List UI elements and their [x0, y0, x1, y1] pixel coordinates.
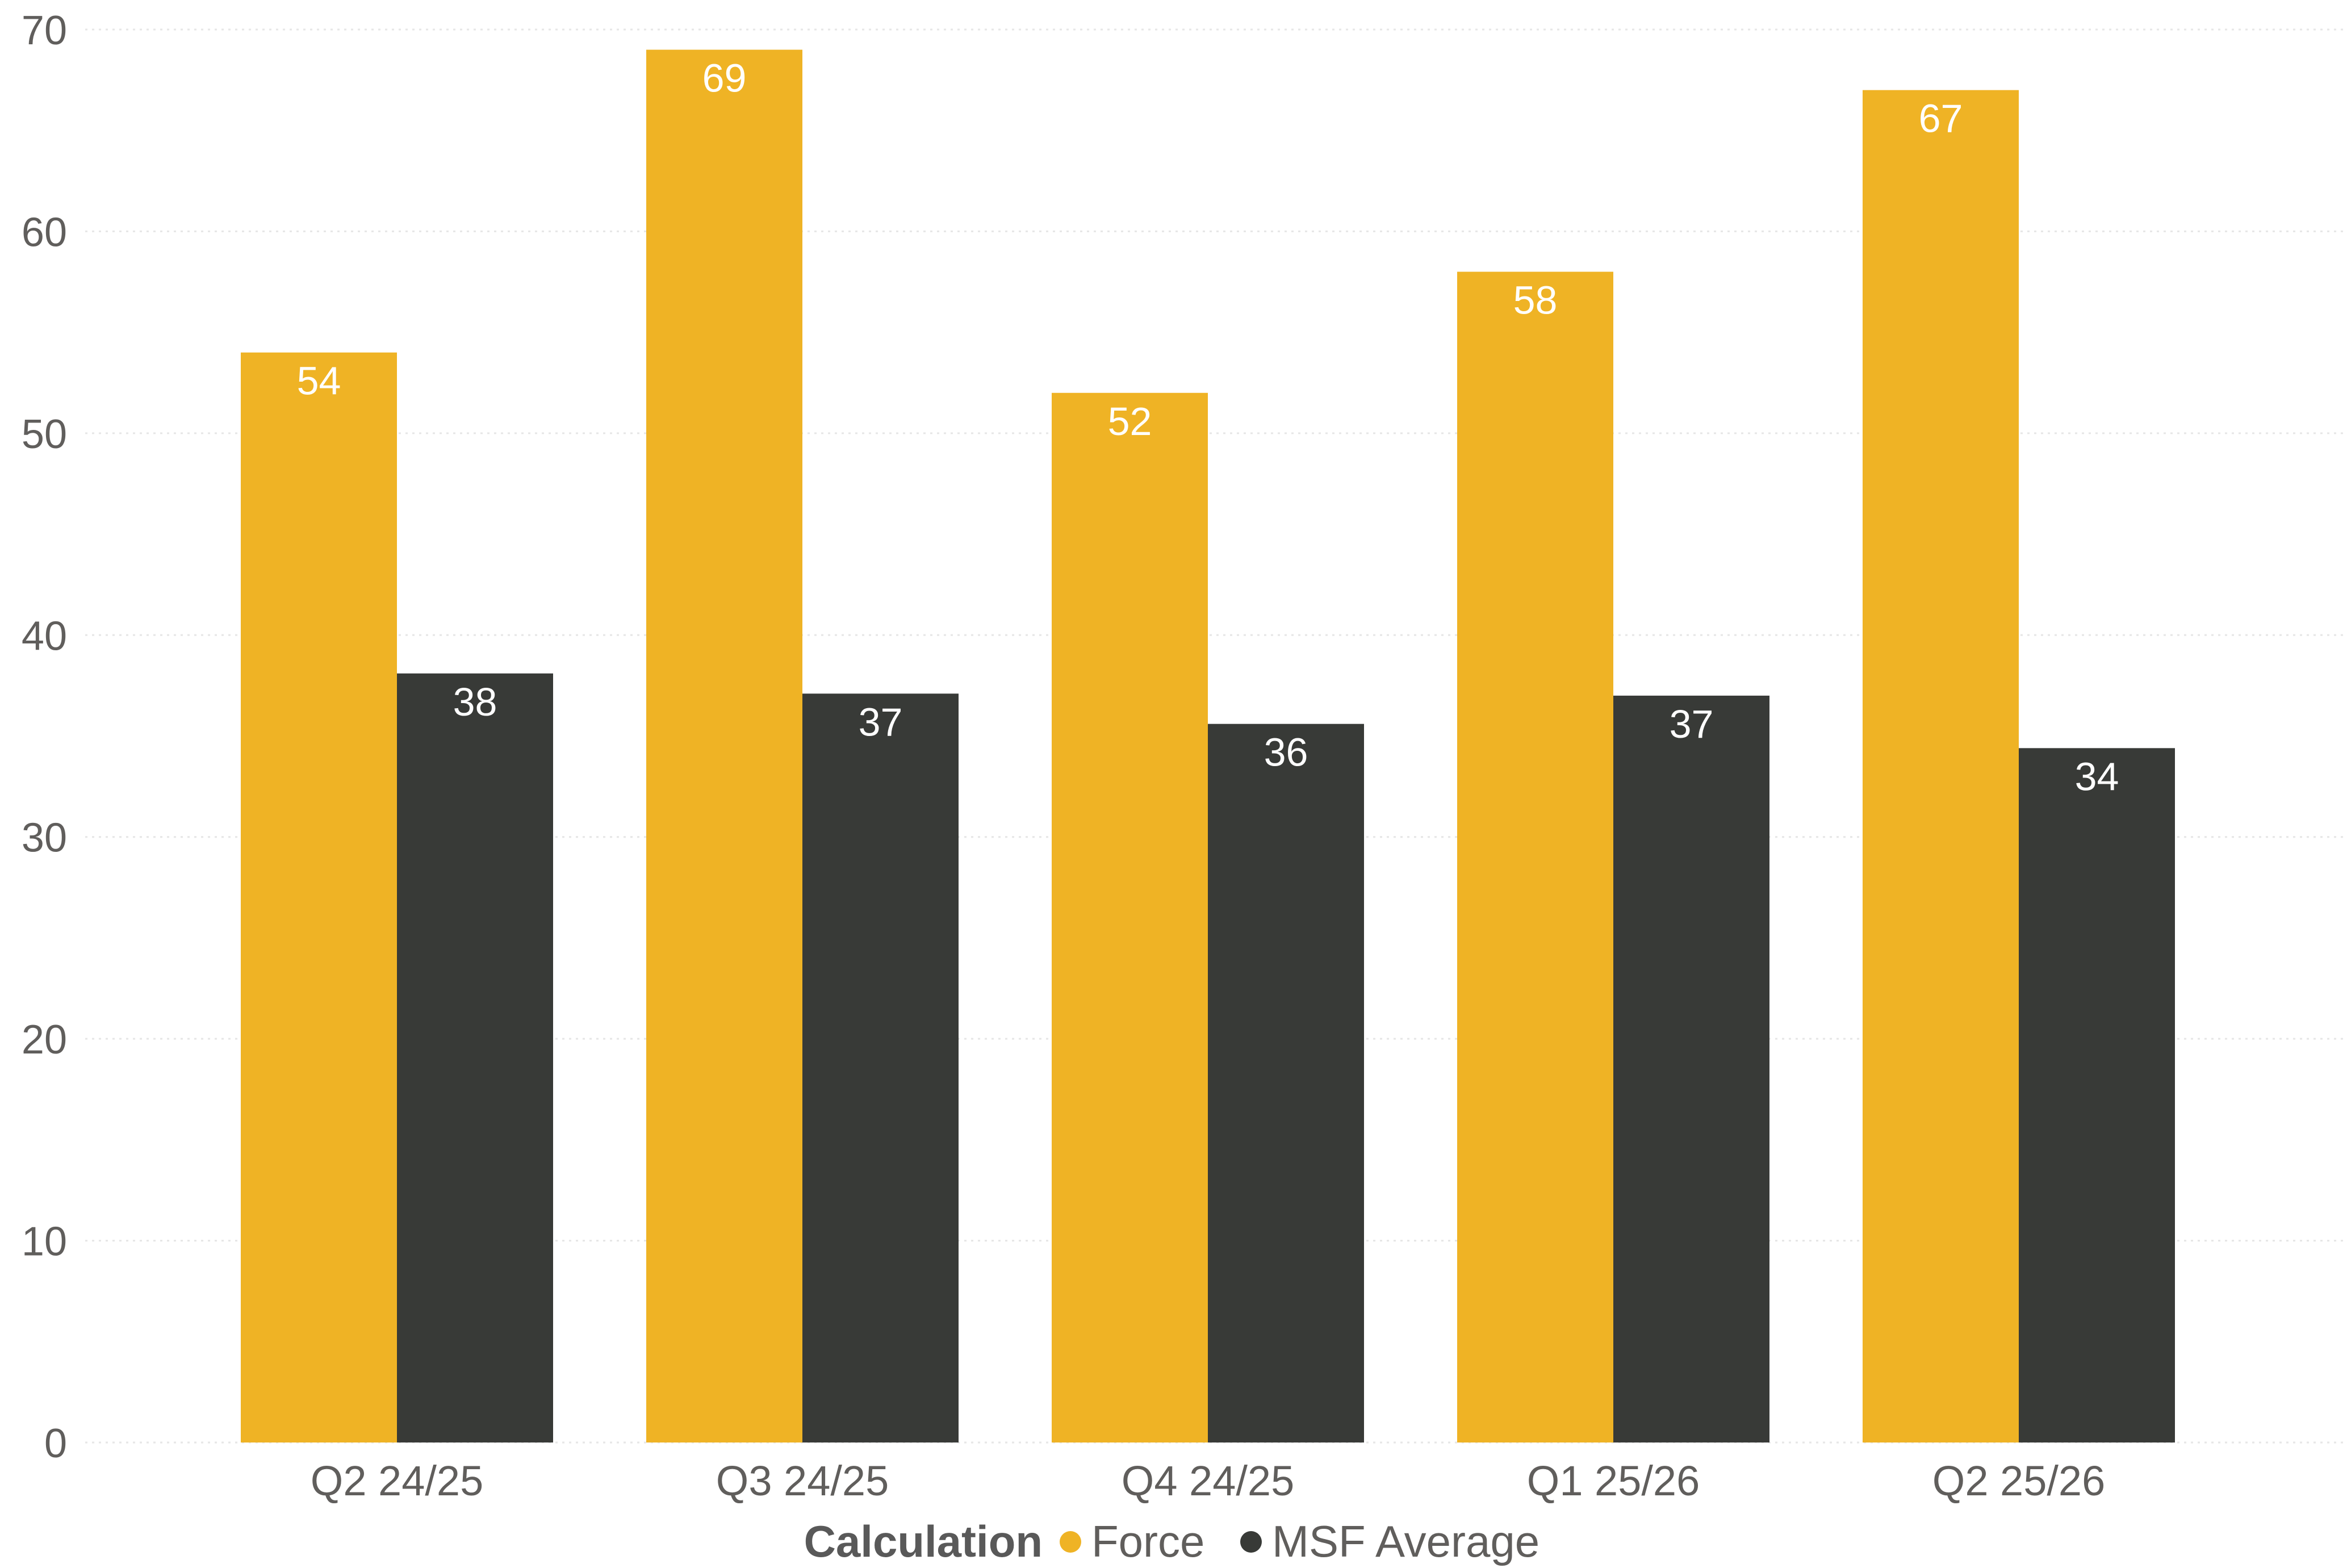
legend-item-label[interactable]: MSF Average: [1272, 1516, 1539, 1566]
y-tick-label: 70: [22, 8, 67, 53]
y-tick-label: 50: [22, 412, 67, 457]
data-label: 67: [1919, 97, 1963, 141]
bar-force[interactable]: [241, 352, 397, 1442]
y-tick-label: 0: [44, 1421, 67, 1466]
legend-item-label[interactable]: Force: [1091, 1516, 1204, 1566]
y-tick-label: 20: [22, 1017, 67, 1063]
bar-msf-average[interactable]: [2019, 748, 2175, 1442]
data-label: 37: [859, 700, 903, 744]
x-tick-label: Q4 24/25: [1122, 1457, 1294, 1504]
data-labels: 54 38 69 37 52 36 58 37 67 34: [297, 56, 2119, 799]
y-tick-label: 40: [22, 613, 67, 659]
legend-marker-force: [1060, 1531, 1081, 1553]
y-tick-label: 10: [22, 1219, 67, 1265]
data-label: 34: [2075, 754, 2119, 798]
data-label: 37: [1670, 702, 1714, 746]
y-tick-label: 60: [22, 210, 67, 255]
bar-msf-average[interactable]: [397, 673, 553, 1442]
legend-marker-msf-average: [1240, 1531, 1262, 1553]
y-axis-ticks: 0 10 20 30 40 50 60 70: [22, 8, 67, 1466]
data-label: 52: [1108, 399, 1152, 444]
bars: [241, 49, 2175, 1443]
data-label: 69: [702, 56, 747, 101]
bar-msf-average[interactable]: [1613, 695, 1769, 1442]
legend-title: Calculation: [804, 1516, 1043, 1566]
x-tick-label: Q2 25/26: [1932, 1457, 2105, 1504]
x-tick-label: Q1 25/26: [1527, 1457, 1700, 1504]
bar-force[interactable]: [1052, 392, 1208, 1442]
bar-force[interactable]: [646, 49, 802, 1442]
bar-force[interactable]: [1863, 90, 2019, 1442]
x-axis-ticks: Q2 24/25 Q3 24/25 Q4 24/25 Q1 25/26 Q2 25/26: [311, 1457, 2105, 1504]
bar-force[interactable]: [1457, 271, 1613, 1443]
y-tick-label: 30: [22, 816, 67, 861]
bar-msf-average[interactable]: [802, 693, 959, 1442]
data-label: 38: [453, 680, 497, 724]
data-label: 58: [1513, 278, 1558, 323]
data-label: 54: [297, 359, 341, 403]
x-tick-label: Q2 24/25: [311, 1457, 483, 1504]
legend[interactable]: Calculation Force MSF Average: [804, 1516, 1540, 1566]
data-label: 36: [1264, 730, 1308, 775]
x-tick-label: Q3 24/25: [716, 1457, 889, 1504]
bar-msf-average[interactable]: [1208, 724, 1364, 1442]
